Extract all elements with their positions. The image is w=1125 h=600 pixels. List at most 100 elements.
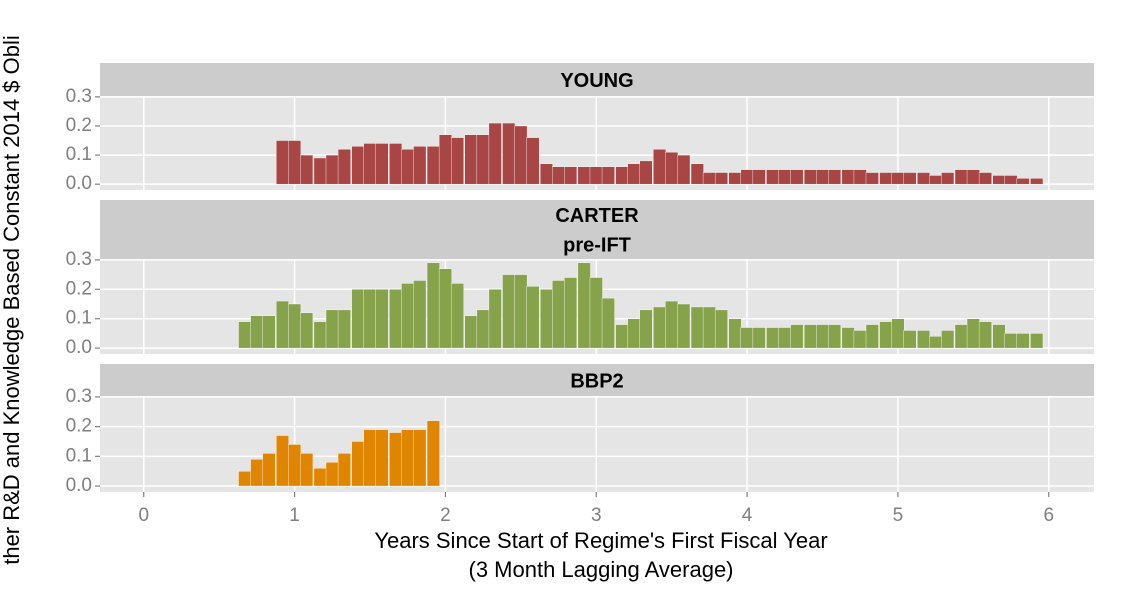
bar	[1030, 178, 1044, 185]
bar	[502, 274, 516, 349]
x-tick-label: 4	[742, 505, 753, 526]
bar	[363, 143, 377, 185]
x-axis-label: Years Since Start of Regime's First Fisc…	[374, 528, 827, 553]
bar	[351, 441, 365, 487]
y-tick-label: 0.3	[66, 386, 92, 407]
y-tick-label: 0.1	[66, 144, 92, 165]
bar	[740, 327, 754, 349]
bar	[752, 169, 766, 185]
bar	[891, 172, 905, 185]
bar	[401, 149, 415, 185]
bar	[262, 453, 276, 487]
y-tick-label: 0.0	[66, 337, 92, 358]
bar	[577, 262, 591, 349]
bar	[238, 470, 252, 487]
bar	[828, 324, 842, 349]
bar	[589, 166, 603, 185]
x-tick-label: 2	[440, 505, 451, 526]
bar	[639, 309, 653, 349]
bar	[564, 277, 578, 349]
bar	[250, 459, 264, 487]
bar	[1016, 178, 1030, 185]
bar	[426, 146, 440, 185]
bar	[363, 429, 377, 487]
bar	[966, 318, 980, 349]
bar	[426, 262, 440, 349]
bar	[552, 280, 566, 349]
bar	[325, 309, 339, 349]
bar	[615, 166, 629, 185]
bar	[665, 151, 679, 185]
bar	[539, 163, 553, 185]
bar	[413, 429, 427, 487]
bar	[992, 324, 1006, 349]
bar	[677, 154, 691, 185]
bar	[639, 160, 653, 185]
bar	[514, 274, 528, 349]
bar	[502, 122, 516, 185]
bar	[841, 327, 855, 349]
bar	[929, 336, 943, 349]
bar	[702, 172, 716, 185]
bar	[778, 169, 792, 185]
bar	[978, 172, 992, 185]
bar	[766, 169, 780, 185]
bar	[728, 318, 742, 349]
bar	[865, 172, 879, 185]
bar	[978, 321, 992, 349]
bar	[690, 163, 704, 185]
facet-strip	[100, 200, 1094, 259]
bar	[276, 140, 289, 185]
bar	[337, 309, 351, 349]
bar	[238, 321, 252, 349]
bar	[903, 172, 917, 185]
bar	[879, 172, 893, 185]
bar	[564, 166, 578, 185]
bar	[464, 134, 478, 185]
y-tick-label: 0.0	[66, 475, 92, 496]
bar	[766, 327, 780, 349]
bar	[1004, 333, 1018, 349]
bar	[714, 309, 728, 349]
y-tick-label: 0.3	[66, 86, 92, 107]
bar	[891, 318, 905, 349]
facet-title: BBP2	[570, 370, 623, 392]
bar	[1016, 333, 1030, 349]
x-tick-label: 0	[138, 505, 149, 526]
bar	[879, 321, 893, 349]
bar	[313, 157, 327, 185]
bar	[389, 432, 403, 487]
bar	[589, 277, 603, 349]
bar	[941, 330, 955, 349]
bar	[526, 137, 540, 185]
y-tick-label: 0.2	[66, 416, 92, 437]
bar	[816, 169, 829, 185]
bar	[627, 318, 641, 349]
bar	[702, 306, 716, 349]
bar	[413, 146, 427, 185]
facet-title: pre-IFT	[563, 235, 631, 257]
x-tick-label: 3	[591, 505, 602, 526]
bar	[363, 289, 377, 349]
bar	[337, 453, 351, 487]
bar	[351, 289, 365, 349]
bar	[262, 315, 276, 349]
bar	[389, 289, 403, 349]
bar	[601, 166, 615, 185]
bar	[476, 309, 490, 349]
bar	[351, 146, 365, 185]
bar	[941, 172, 955, 185]
bar	[714, 172, 728, 185]
bar	[288, 444, 302, 487]
bar	[627, 163, 641, 185]
x-axis-label: (3 Month Lagging Average)	[469, 557, 734, 582]
bar	[300, 154, 314, 185]
bar	[816, 324, 829, 349]
bar	[401, 429, 415, 487]
bar	[375, 289, 389, 349]
y-tick-label: 0.2	[66, 278, 92, 299]
bar	[476, 134, 490, 185]
bar	[740, 169, 754, 185]
